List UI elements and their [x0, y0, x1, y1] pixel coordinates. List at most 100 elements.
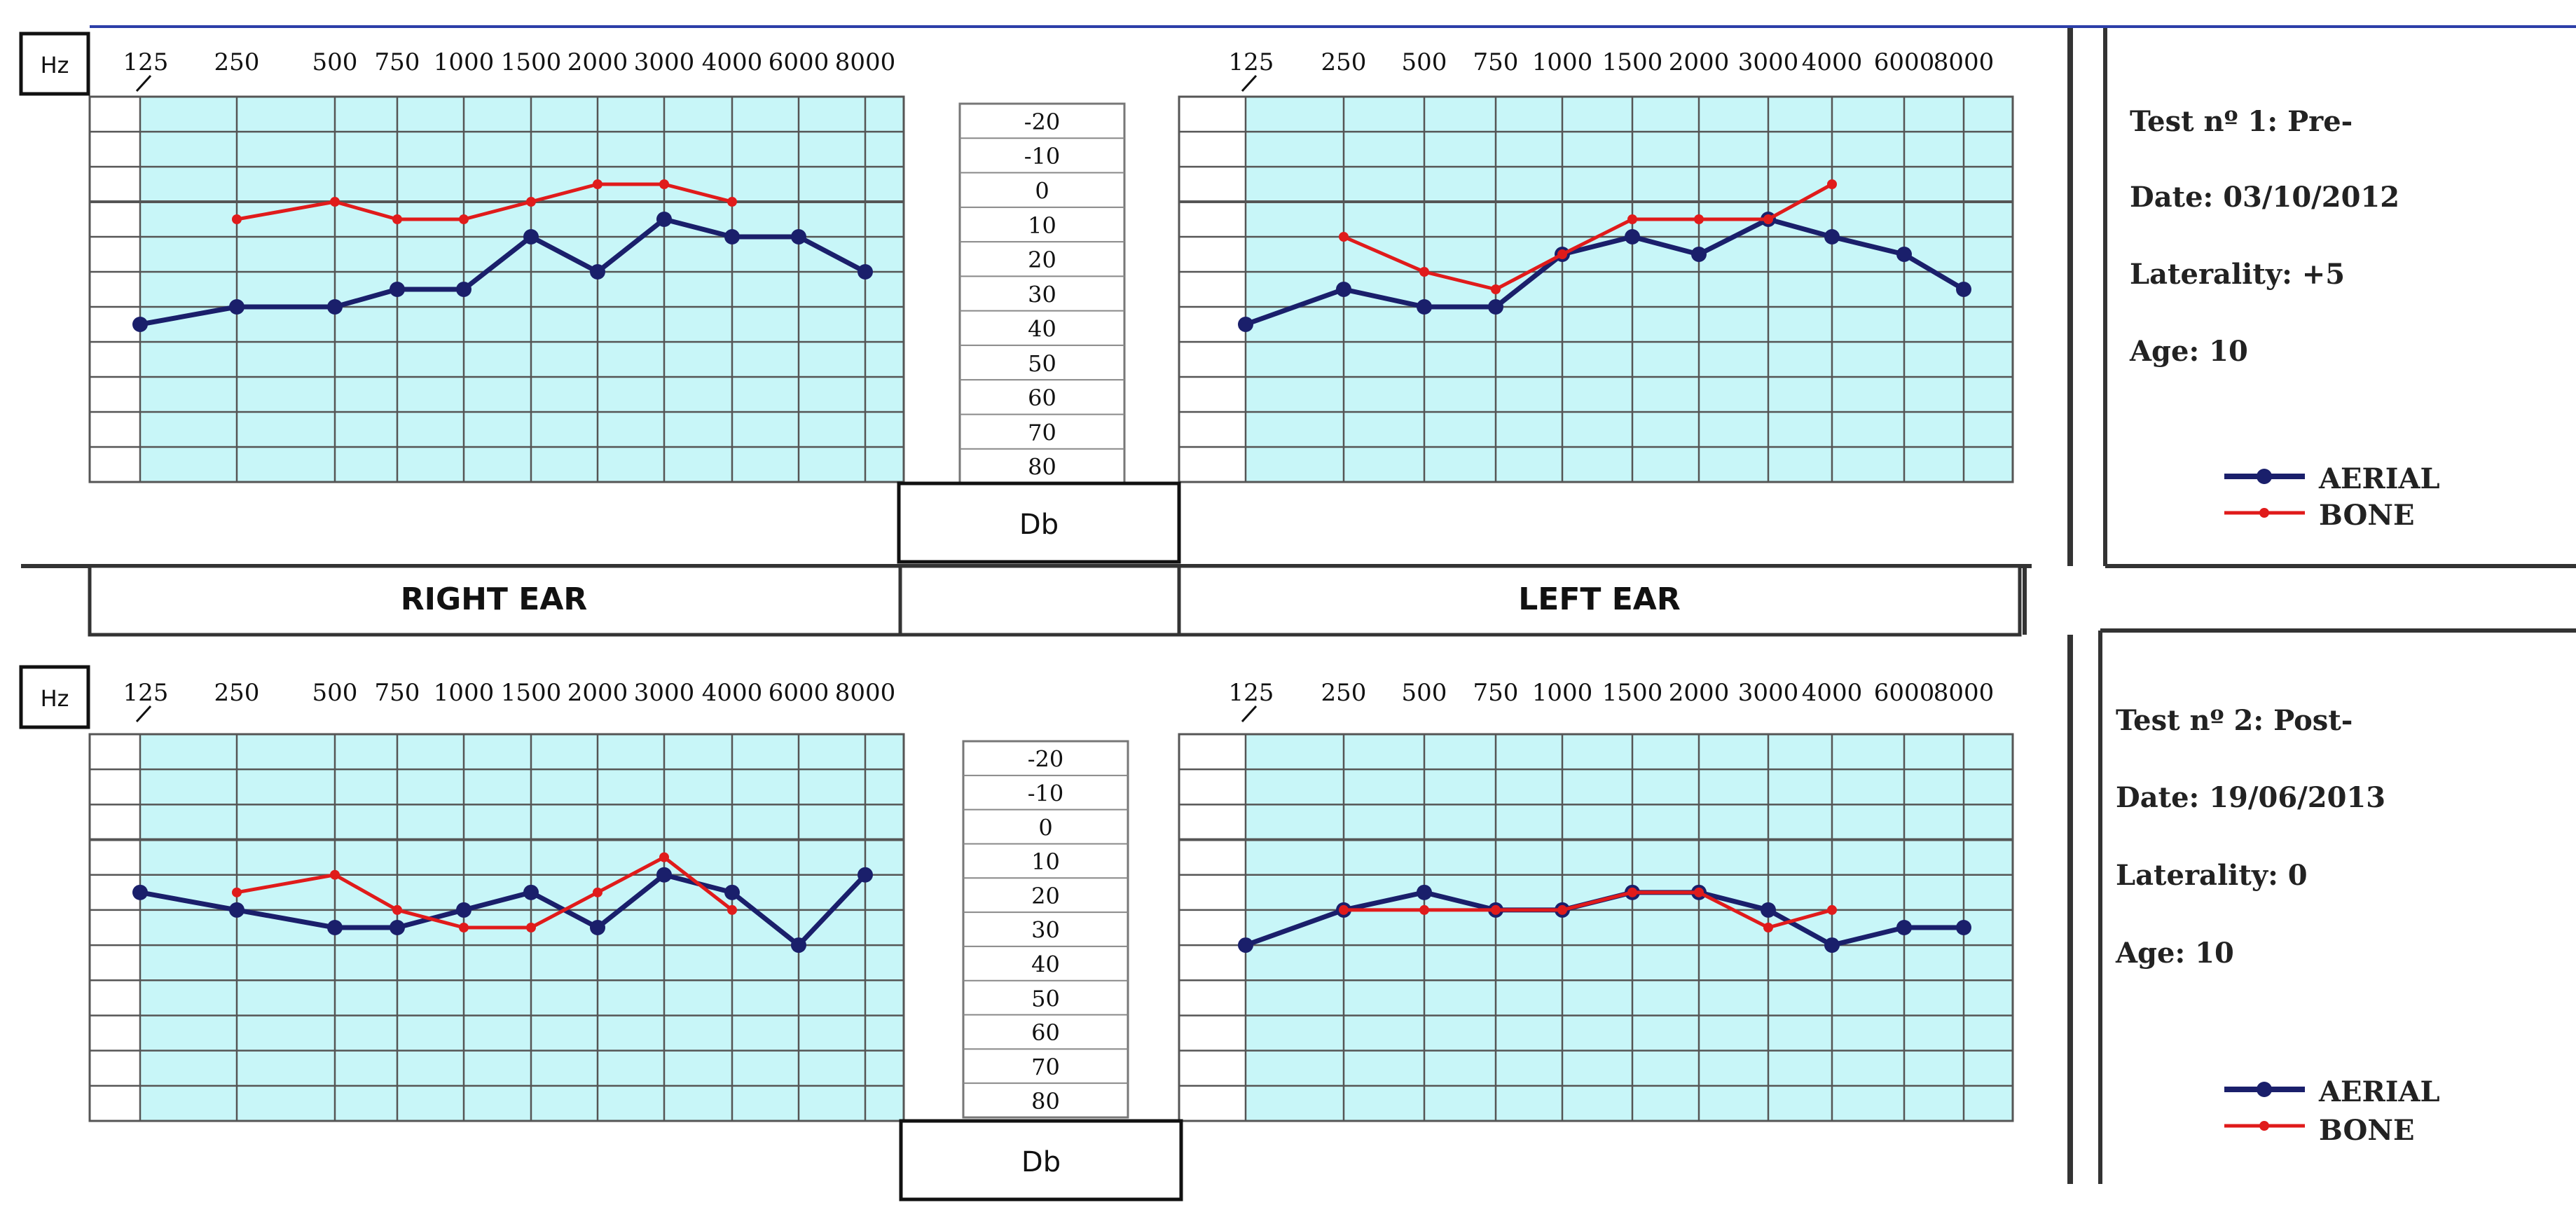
db-tick-label: -10 — [1028, 780, 1064, 806]
data-point-aerial — [132, 317, 148, 332]
plot-border — [88, 733, 905, 1122]
freq-tick-label: 3000 — [634, 679, 695, 707]
series-line-bone — [236, 855, 733, 930]
legend-aerial-marker — [2257, 469, 2272, 484]
data-point-bone — [330, 197, 340, 207]
freq-tick-label: 3000 — [1738, 679, 1799, 707]
freq-tick-label: 250 — [214, 48, 260, 76]
db-tick-label: 50 — [1028, 350, 1056, 377]
freq-tick-label: 750 — [1473, 679, 1519, 707]
test2-age: Age: 10 — [2116, 937, 2234, 970]
test2-laterality: Laterality: 0 — [2116, 859, 2308, 892]
freq-tick-label: 1000 — [434, 679, 495, 707]
data-point-bone — [459, 214, 469, 224]
db-tick-label: 0 — [1035, 178, 1049, 205]
tick-slash — [135, 74, 152, 92]
ear-label-band — [88, 564, 2022, 637]
data-point-aerial — [132, 884, 148, 900]
data-point-aerial — [1336, 282, 1351, 297]
data-point-bone — [232, 887, 242, 897]
freq-tick-label: 125 — [1229, 679, 1274, 707]
data-point-bone — [1827, 179, 1837, 189]
db-tick-label: 60 — [1028, 385, 1056, 411]
plot-area — [1246, 97, 2013, 482]
data-point-aerial — [1691, 247, 1707, 262]
freq-tick-label: 750 — [375, 679, 420, 707]
test2-title: Test nº 2: Post- — [2116, 704, 2353, 737]
hz-label: Hz — [41, 52, 69, 78]
audiogram-panel-1 — [88, 74, 905, 483]
plot-border — [88, 95, 905, 483]
data-point-bone — [659, 852, 669, 862]
freq-tick-label: 750 — [375, 48, 420, 76]
data-point-bone — [1419, 904, 1429, 915]
data-point-bone — [232, 214, 242, 224]
tick-slash — [135, 705, 152, 723]
data-point-bone — [727, 904, 737, 915]
freq-tick-label: 1000 — [1532, 679, 1593, 707]
freq-tick-label: 4000 — [702, 48, 763, 76]
freq-tick-label: 500 — [312, 48, 358, 76]
db-scale-column — [958, 102, 1126, 485]
freq-tick-label: 500 — [1402, 48, 1447, 76]
data-point-bone — [526, 197, 536, 207]
series-line-bone — [236, 182, 733, 221]
db-tick-label: -10 — [1024, 143, 1061, 170]
db-tick-label: 30 — [1028, 281, 1056, 308]
db-tick-label: 70 — [1028, 419, 1056, 446]
freq-tick-label: 250 — [214, 679, 260, 707]
test2-date: Date: 19/06/2013 — [2116, 781, 2386, 814]
plot-area — [140, 97, 904, 482]
data-point-bone — [727, 197, 737, 207]
db-tick-label: 0 — [1038, 814, 1052, 841]
db-tick-label: 80 — [1028, 454, 1056, 481]
test2-legend-aerial: AERIAL — [2319, 1075, 2440, 1108]
legend-aerial-marker — [2257, 1082, 2272, 1097]
db-tick-label: 10 — [1028, 212, 1056, 239]
db-tick-label: 30 — [1031, 917, 1060, 944]
freq-tick-label: 500 — [312, 679, 358, 707]
data-point-aerial — [1417, 884, 1432, 900]
right-ear-label: RIGHT EAR — [400, 581, 588, 617]
plot-area — [1246, 734, 2013, 1121]
data-point-aerial — [1625, 229, 1640, 245]
audiogram-panel-4 — [1178, 705, 2014, 1122]
series-line-bone — [1344, 890, 1833, 930]
freq-tick-label: 8000 — [1934, 48, 1995, 76]
freq-tick-label: 6000 — [1874, 48, 1935, 76]
data-point-aerial — [229, 902, 244, 918]
legend-bone-marker — [2259, 508, 2269, 518]
data-point-aerial — [327, 299, 343, 315]
data-point-aerial — [791, 937, 806, 953]
legend-bone-marker — [2259, 1121, 2269, 1131]
data-point-aerial — [857, 264, 873, 280]
freq-tick-label: 6000 — [1874, 679, 1935, 707]
data-point-aerial — [1896, 920, 1912, 935]
db-tick-label: 40 — [1028, 316, 1056, 343]
hz-label: Hz — [41, 685, 69, 712]
data-point-bone — [1557, 904, 1567, 915]
data-point-bone — [1339, 904, 1349, 915]
db-box — [897, 481, 1181, 564]
test1-legend-bone: BONE — [2319, 499, 2415, 532]
freq-tick-label: 125 — [123, 679, 169, 707]
db-tick-label: -20 — [1024, 109, 1061, 135]
data-point-aerial — [590, 920, 605, 935]
tick-slash — [1241, 74, 1258, 92]
data-point-bone — [1694, 214, 1704, 224]
freq-tick-label: 2000 — [1669, 48, 1730, 76]
freq-tick-label: 3000 — [1738, 48, 1799, 76]
test1-title: Test nº 1: Pre- — [2130, 105, 2353, 138]
data-point-aerial — [1896, 247, 1912, 262]
plot-border — [1178, 733, 2014, 1122]
test1-laterality: Laterality: +5 — [2130, 258, 2346, 291]
freq-tick-label: 1500 — [501, 679, 562, 707]
freq-tick-label: 1000 — [434, 48, 495, 76]
data-point-aerial — [857, 867, 873, 883]
freq-tick-label: 250 — [1321, 48, 1367, 76]
freq-tick-label: 6000 — [769, 48, 829, 76]
db-box — [899, 1119, 1183, 1201]
freq-tick-label: 250 — [1321, 679, 1367, 707]
freq-tick-label: 1500 — [501, 48, 562, 76]
